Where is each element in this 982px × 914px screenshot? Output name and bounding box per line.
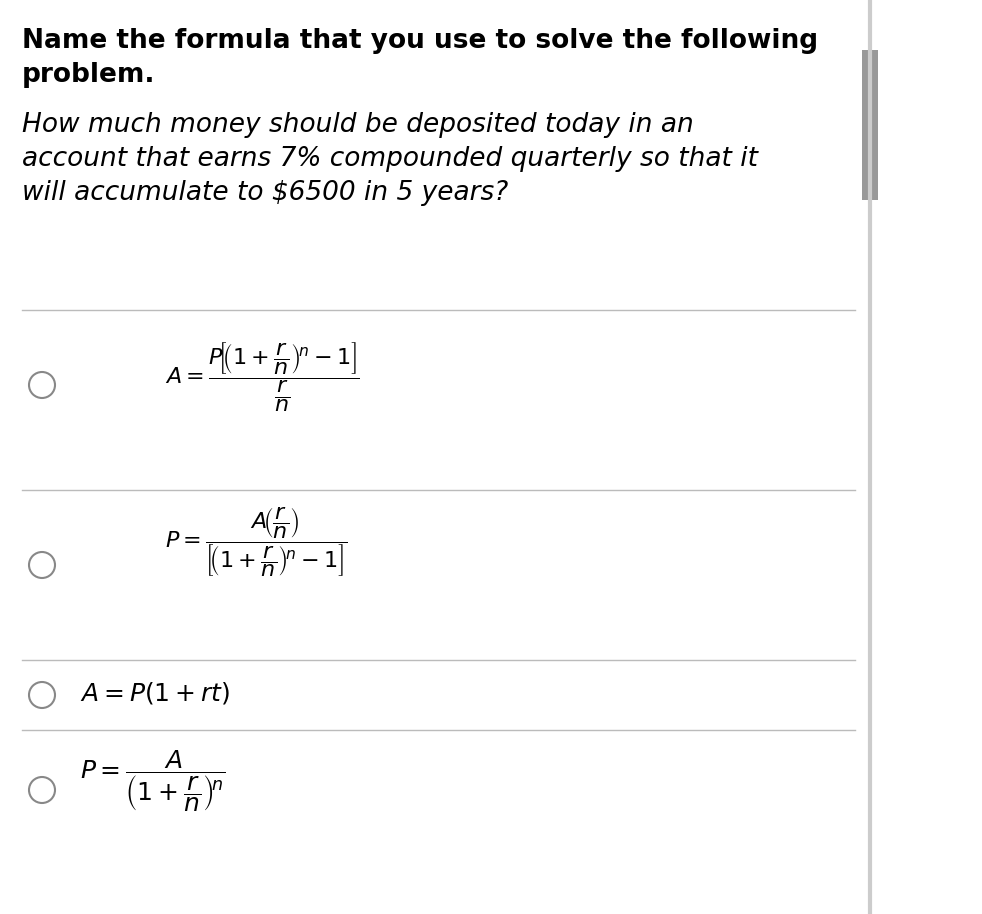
Text: problem.: problem.: [22, 62, 155, 88]
Text: $A = P(1 + rt)$: $A = P(1 + rt)$: [80, 680, 230, 706]
Text: $P = \dfrac{A}{\left(1 + \dfrac{r}{n}\right)^{\!n}}$: $P = \dfrac{A}{\left(1 + \dfrac{r}{n}\ri…: [80, 748, 225, 813]
Text: How much money should be deposited today in an: How much money should be deposited today…: [22, 112, 693, 138]
Text: $P = \dfrac{A\!\left(\dfrac{r}{n}\right)}{\left[\!\left(1 + \dfrac{r}{n}\right)^: $P = \dfrac{A\!\left(\dfrac{r}{n}\right)…: [165, 505, 347, 579]
Text: will accumulate to $6500 in 5 years?: will accumulate to $6500 in 5 years?: [22, 180, 509, 206]
Text: account that earns 7% compounded quarterly so that it: account that earns 7% compounded quarter…: [22, 146, 758, 172]
Bar: [862, 50, 878, 200]
Text: $A = \dfrac{P\!\left[\!\left(1 + \dfrac{r}{n}\right)^{\!n} - 1\right]}{\dfrac{r}: $A = \dfrac{P\!\left[\!\left(1 + \dfrac{…: [165, 340, 359, 414]
Text: Name the formula that you use to solve the following: Name the formula that you use to solve t…: [22, 28, 818, 54]
